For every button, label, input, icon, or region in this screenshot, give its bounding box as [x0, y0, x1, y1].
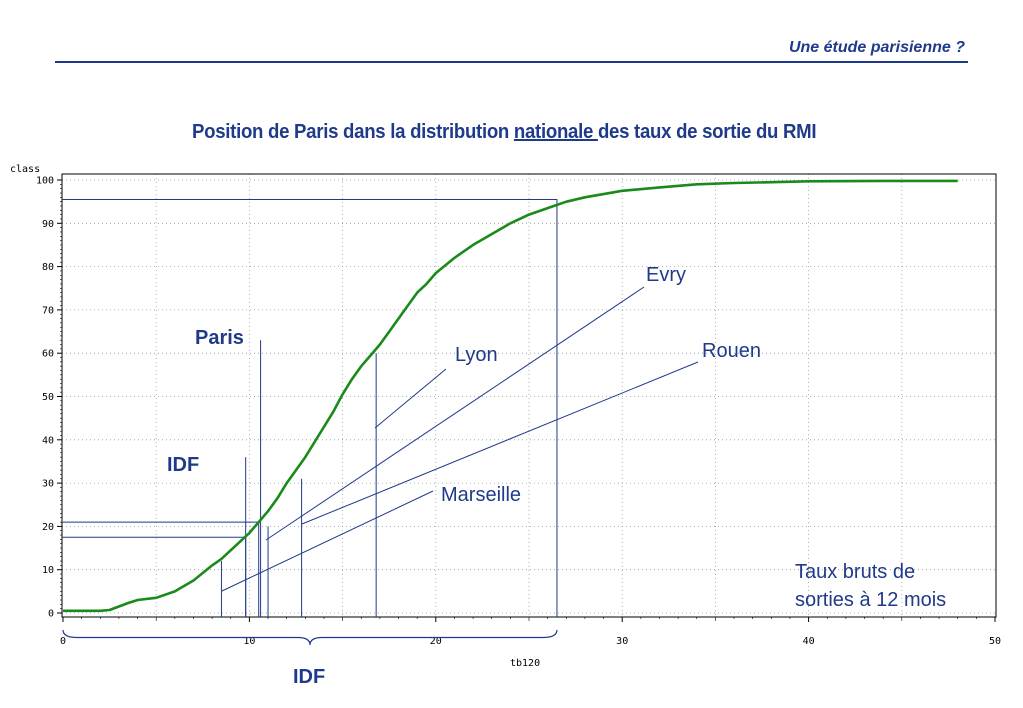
- y-tick-label: 30: [42, 479, 54, 490]
- header-title: Une étude parisienne ?: [788, 39, 965, 56]
- pointer-evry: [265, 286, 645, 541]
- y-tick-label: 100: [36, 176, 54, 187]
- y-tick-label: 40: [42, 435, 54, 446]
- y-tick-label: 10: [42, 565, 54, 576]
- y-tick-label: 50: [42, 392, 54, 403]
- annotations: Evry Lyon Rouen Marseille Paris IDF IDF …: [167, 264, 946, 688]
- chart-title-before: Position de Paris dans la distribution: [192, 121, 514, 143]
- series-layer: [63, 179, 958, 613]
- reference-line: [62, 198, 558, 617]
- idf-brace: [62, 629, 558, 646]
- x-tick-label: 20: [430, 636, 442, 647]
- chart-title-after: des taux de sortie du RMI: [597, 121, 817, 143]
- x-tick-label: 40: [803, 636, 815, 647]
- pointer-rouen: [301, 361, 699, 525]
- reference-line: [62, 536, 247, 617]
- note-line-2: sorties à 12 mois: [795, 589, 946, 611]
- label-paris: Paris: [195, 327, 244, 349]
- y-tick-label: 80: [42, 262, 54, 273]
- x-tick-label: 50: [989, 636, 1001, 647]
- pointer-lyon: [374, 368, 447, 429]
- reference-lines: [62, 198, 558, 617]
- y-tick-label: 60: [42, 349, 54, 360]
- label-rouen: Rouen: [702, 340, 761, 362]
- y-axis-label: class: [10, 164, 40, 175]
- y-tick-label: 0: [48, 609, 54, 620]
- label-idf-upper: IDF: [167, 454, 199, 476]
- series-line: [63, 179, 958, 613]
- chart-title: Position de Paris dans la distribution n…: [192, 121, 817, 144]
- header-rule: [55, 61, 968, 63]
- label-idf-brace: IDF: [293, 666, 325, 688]
- x-tick-label: 30: [616, 636, 628, 647]
- y-tick-label: 90: [42, 219, 54, 230]
- label-lyon: Lyon: [455, 344, 498, 366]
- x-tick-label: 10: [243, 636, 255, 647]
- x-tick-label: 0: [60, 636, 66, 647]
- reference-line: [62, 521, 260, 617]
- label-evry: Evry: [646, 264, 686, 286]
- chart-title-underlined: nationale: [513, 121, 598, 143]
- x-axis-label: tb120: [510, 658, 540, 669]
- y-tick-label: 20: [42, 522, 54, 533]
- grid-layer: [62, 174, 996, 617]
- pointer-lines: [221, 286, 699, 592]
- y-tick-label: 70: [42, 305, 54, 316]
- note-line-1: Taux bruts de: [795, 561, 915, 583]
- label-marseille: Marseille: [441, 484, 521, 506]
- pointer-marseille: [221, 490, 434, 592]
- axis-layer: 0 10 20 30 40 50 60 70 80 90 100 0 10 20 30 40 50 class tb…: [10, 164, 1001, 669]
